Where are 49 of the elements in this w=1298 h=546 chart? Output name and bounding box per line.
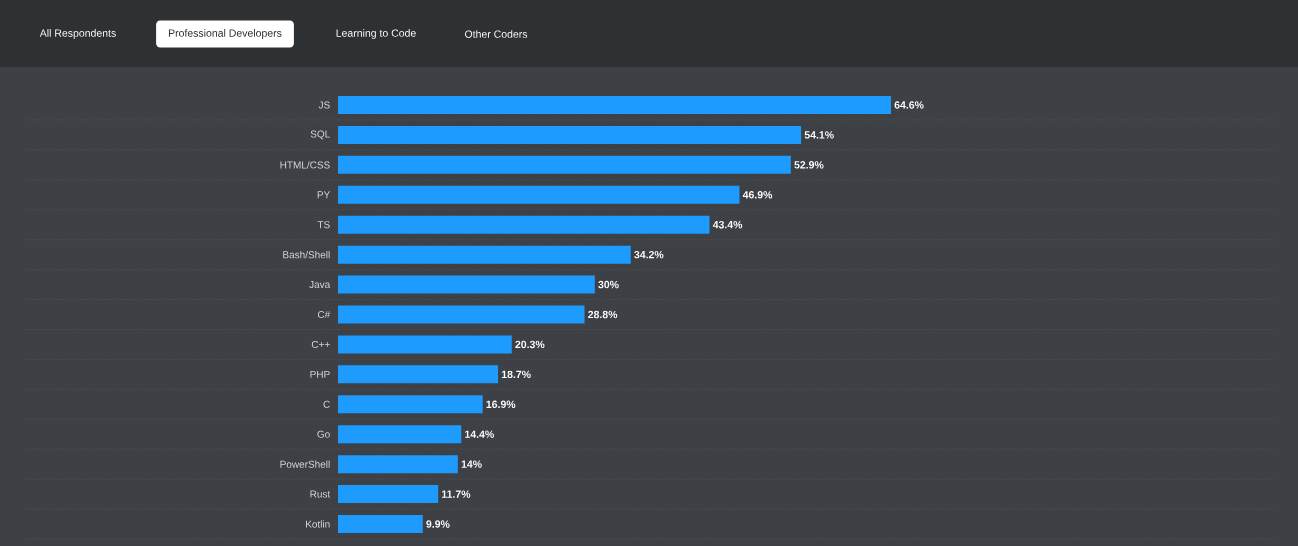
data-label: 18.7%: [501, 370, 531, 379]
bar: [338, 515, 423, 534]
data-label: 14%: [461, 460, 482, 468]
y-tick-label: Go: [317, 430, 330, 438]
data-label: 30%: [598, 280, 619, 289]
data-label: 11.7%: [442, 490, 471, 498]
y-tick-label: SQL: [310, 130, 330, 140]
data-label: 54.1%: [804, 131, 834, 139]
text: Professional Developers: [168, 29, 282, 39]
y-tick-label: JS: [318, 101, 330, 109]
text: Other Coders: [464, 30, 528, 38]
bar: [338, 395, 483, 414]
y-tick-label: Java: [309, 281, 331, 289]
y-tick-label: Bash/Shell: [283, 250, 330, 259]
data-label: 64.6%: [894, 101, 924, 109]
bar: [338, 125, 802, 144]
data-label: 28.8%: [588, 310, 618, 319]
y-tick-label: PY: [317, 191, 331, 199]
y-tick-label: C: [323, 400, 330, 408]
y-tick-label: C++: [311, 340, 330, 348]
data-label: 34.2%: [634, 250, 664, 259]
data-label: 16.9%: [486, 400, 516, 409]
bar: [338, 365, 499, 384]
data-label: 9.9%: [426, 520, 450, 528]
text: Learning to Code: [336, 29, 416, 39]
y-tick-label: HTML/CSS: [280, 161, 330, 169]
y-tick-label: PowerShell: [280, 460, 330, 468]
text: All Respondents: [39, 29, 116, 39]
bar: [338, 455, 458, 474]
y-tick-label: Kotlin: [306, 520, 330, 528]
bar: [338, 485, 439, 504]
bar: [338, 335, 512, 354]
bar: [338, 245, 631, 264]
y-tick-label: PHP: [310, 370, 330, 378]
data-label: 14.4%: [465, 430, 494, 438]
bar: [338, 305, 585, 324]
data-label: 52.9%: [794, 161, 824, 169]
data-label: 46.9%: [742, 191, 773, 199]
data-label: 43.4%: [712, 220, 743, 229]
y-tick-label: Rust: [310, 490, 331, 498]
y-tick-label: TS: [317, 221, 330, 229]
y-tick-label: C#: [317, 310, 331, 319]
data-label: 20.3%: [515, 340, 545, 349]
bar: [338, 155, 791, 174]
bar: [338, 95, 891, 114]
bar: [338, 275, 595, 294]
bar: [338, 185, 740, 204]
bar: [338, 215, 710, 234]
bar: [338, 425, 462, 444]
